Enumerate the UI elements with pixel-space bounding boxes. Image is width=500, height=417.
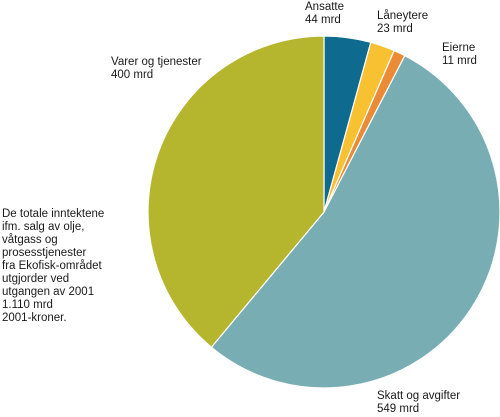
note-line: 1.110 mrd [2,299,53,311]
label-laneytere-name: Låneytere [377,10,429,22]
label-laneytere-value: 23 mrd [377,23,413,35]
label-eierne-value: 11 mrd [442,55,477,67]
label-varer: Varer og tjenester 400 mrd [111,56,202,82]
note-line: De totale inntektene [2,208,105,220]
label-ansatte-value: 44 mrd [305,14,341,26]
label-ansatte: Ansatte 44 mrd [305,1,344,27]
note-line: prosesstjenester [2,247,87,259]
total-income-note: De totale inntektene ifm. salg av olje, … [2,208,122,325]
note-line: 2001-kroner. [2,312,67,324]
label-eierne-name: Eierne [442,42,476,54]
label-laneytere: Låneytere 23 mrd [377,10,428,36]
note-line: våtgass og [2,234,58,246]
label-eierne: Eierne 11 mrd [442,42,477,68]
pie-slice-skatt-og-avgifter [210,55,500,389]
label-skatt: Skatt og avgifter 549 mrd [377,390,460,416]
note-line: utgjorder ved [2,273,70,285]
label-varer-value: 400 mrd [111,69,154,81]
label-varer-name: Varer og tjenester [111,56,202,68]
label-ansatte-name: Ansatte [305,1,344,13]
note-line: utgangen av 2001 [2,286,95,298]
note-line: fra Ekofisk-området [2,260,102,272]
note-line: ifm. salg av olje, [2,221,85,233]
pie-slice-varer-og-tjenester [147,35,325,348]
label-skatt-value: 549 mrd [377,403,420,415]
label-skatt-name: Skatt og avgifter [377,390,461,402]
